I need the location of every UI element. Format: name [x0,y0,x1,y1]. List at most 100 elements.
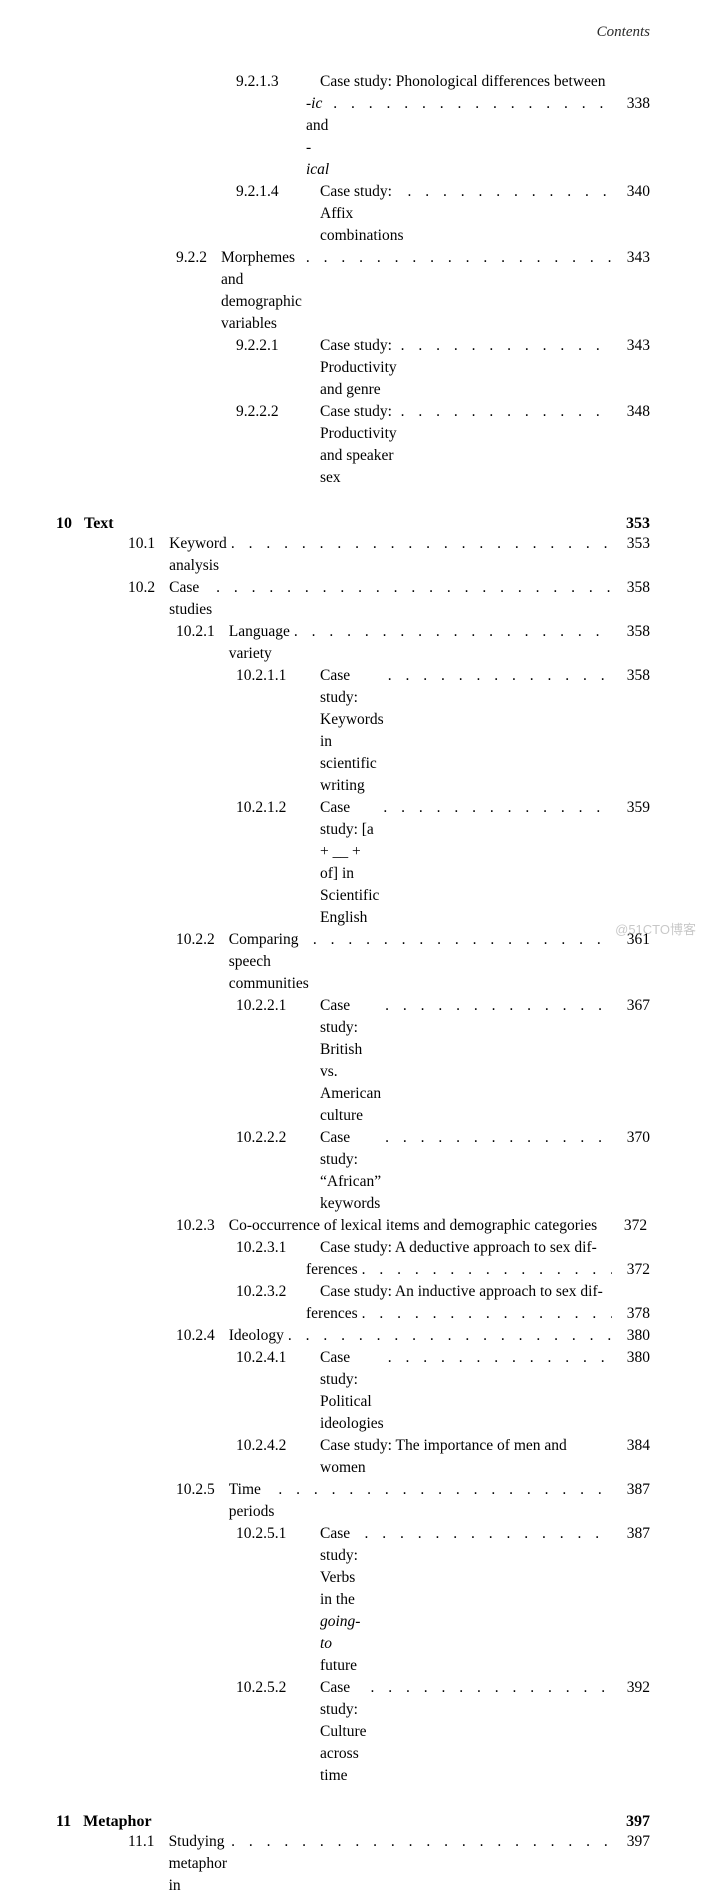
chapter-number: 11 [56,1813,83,1831]
entry-page: 384 [616,1435,650,1457]
toc-entry: 10.2.1.2Case study: [a + __ + of] in Sci… [56,797,650,929]
entry-title: Case study: The importance of men and wo… [320,1435,600,1479]
leader-dots [227,533,616,555]
entry-title: Co-occurrence of lexical items and demog… [229,1215,597,1237]
entry-page: 343 [616,247,650,269]
chapter-heading: 10Text353 [56,515,650,533]
toc-entry: 10.2.5Time periods 387 [56,1479,650,1523]
entry-number: 10.2.3.1 [236,1237,320,1259]
entry-page: 372 [616,1259,650,1281]
leader-dots [284,1325,616,1347]
entry-page: 358 [616,621,650,643]
entry-page: 378 [616,1303,650,1325]
toc-entry: 10.2.2Comparing speech communities361 [56,929,650,995]
toc-body: 9.2.1.3Case study: Phonological differen… [56,71,650,1892]
entry-number: 9.2.2.2 [236,401,320,423]
entry-page: 372 [613,1215,647,1237]
toc-entry: 10.2.5.2Case study: Culture across time3… [56,1677,650,1787]
entry-title: Case study: “African” keywords [320,1127,381,1215]
entry-number: 10.2 [128,577,169,599]
entry-number: 10.2.2.2 [236,1127,320,1149]
entry-number: 11.1 [128,1831,169,1853]
chapter-page: 397 [616,1813,650,1831]
entry-number: 10.2.2 [176,929,229,951]
entry-title: Case studies [169,577,212,621]
entry-title: Language variety [229,621,290,665]
watermark: @51CTO博客 [615,919,696,938]
toc-entry: 9.2.1.4Case study: Affix combinations 340 [56,181,650,247]
leader-dots [384,1347,616,1369]
leader-dots [367,1677,617,1699]
entry-page: 358 [616,665,650,687]
leader-dots [329,93,616,115]
entry-number: 10.2.5.1 [236,1523,320,1545]
entry-title: Case study: Phonological differences bet… [320,71,606,93]
chapter-title: Metaphor [83,1813,616,1831]
entry-title: Time periods [229,1479,275,1523]
entry-page: 358 [616,577,650,599]
entry-page: 392 [616,1677,650,1699]
entry-number: 10.2.5.2 [236,1677,320,1699]
entry-title: Case study: Productivity and genre [320,335,397,401]
italic-text: -ical [306,139,329,178]
entry-title: Case study: Affix combinations [320,181,404,247]
entry-title: Studying metaphor in corpora [169,1831,228,1892]
chapter-number: 10 [56,515,84,533]
entry-page: 348 [616,401,650,423]
entry-number: 10.2.2.1 [236,995,320,1017]
leader-dots [290,621,616,643]
entry-title: Morphemes and demographic variables [221,247,302,335]
entry-title: Case study: An inductive approach to sex… [320,1281,603,1303]
entry-title-cont: ferences [306,1303,358,1325]
entry-title: Case study: [a + __ + of] in Scientific … [320,797,379,929]
entry-page: 397 [616,1831,650,1853]
toc-entry: 10.2.4.1Case study: Political ideologies… [56,1347,650,1435]
toc-entry: 9.2.2.2Case study: Productivity and spea… [56,401,650,489]
leader-dots [274,1479,616,1501]
toc-entry-continuation: -ic and -ical 338 [56,93,650,181]
toc-entry: 10.2.4.2Case study: The importance of me… [56,1435,650,1479]
leader-dots [384,665,616,687]
toc-page: Contents 9.2.1.3Case study: Phonological… [0,0,706,1892]
entry-page: 359 [616,797,650,819]
leader-dots [381,1127,616,1149]
entry-page: 340 [616,181,650,203]
leader-dots [397,335,616,357]
entry-number: 9.2.2 [176,247,221,269]
leader-dots [212,577,616,599]
entry-page: 387 [616,1479,650,1501]
toc-entry: 10.2.3.2Case study: An inductive approac… [56,1281,650,1303]
toc-entry: 10.2Case studies 358 [56,577,650,621]
entry-page: 338 [616,93,650,115]
toc-entry: 10.2.3.1Case study: A deductive approach… [56,1237,650,1259]
leader-dots [360,1523,616,1545]
chapter-title: Text [84,515,616,533]
entry-title: Comparing speech communities [229,929,309,995]
toc-entry: 9.2.1.3Case study: Phonological differen… [56,71,650,93]
entry-number: 9.2.2.1 [236,335,320,357]
entry-number: 10.2.1.2 [236,797,320,819]
leader-dots [358,1303,616,1325]
entry-page: 380 [616,1325,650,1347]
toc-entry: 10.2.1.1Case study: Keywords in scientif… [56,665,650,797]
entry-number: 10.2.3 [176,1215,229,1237]
entry-title: Keyword analysis [169,533,227,577]
entry-title-cont: -ic and -ical [306,93,329,181]
entry-number: 10.2.4.1 [236,1347,320,1369]
entry-page: 367 [616,995,650,1017]
entry-title: Case study: Political ideologies [320,1347,384,1435]
toc-entry: 9.2.2.1Case study: Productivity and genr… [56,335,650,401]
entry-title: Case study: Keywords in scientific writi… [320,665,384,797]
entry-number: 10.2.5 [176,1479,229,1501]
leader-dots [404,181,616,203]
entry-number: 10.2.1.1 [236,665,320,687]
leader-dots [381,995,616,1017]
entry-number: 9.2.1.4 [236,181,320,203]
running-head: Contents [56,24,650,41]
entry-title: Case study: Productivity and speaker sex [320,401,397,489]
toc-entry-continuation: ferences372 [56,1259,650,1281]
entry-title: Case study: A deductive approach to sex … [320,1237,597,1259]
entry-title: Case study: Verbs in the going-to future [320,1523,360,1677]
entry-number: 10.2.4.2 [236,1435,320,1457]
italic-text: going-to [320,1613,360,1652]
